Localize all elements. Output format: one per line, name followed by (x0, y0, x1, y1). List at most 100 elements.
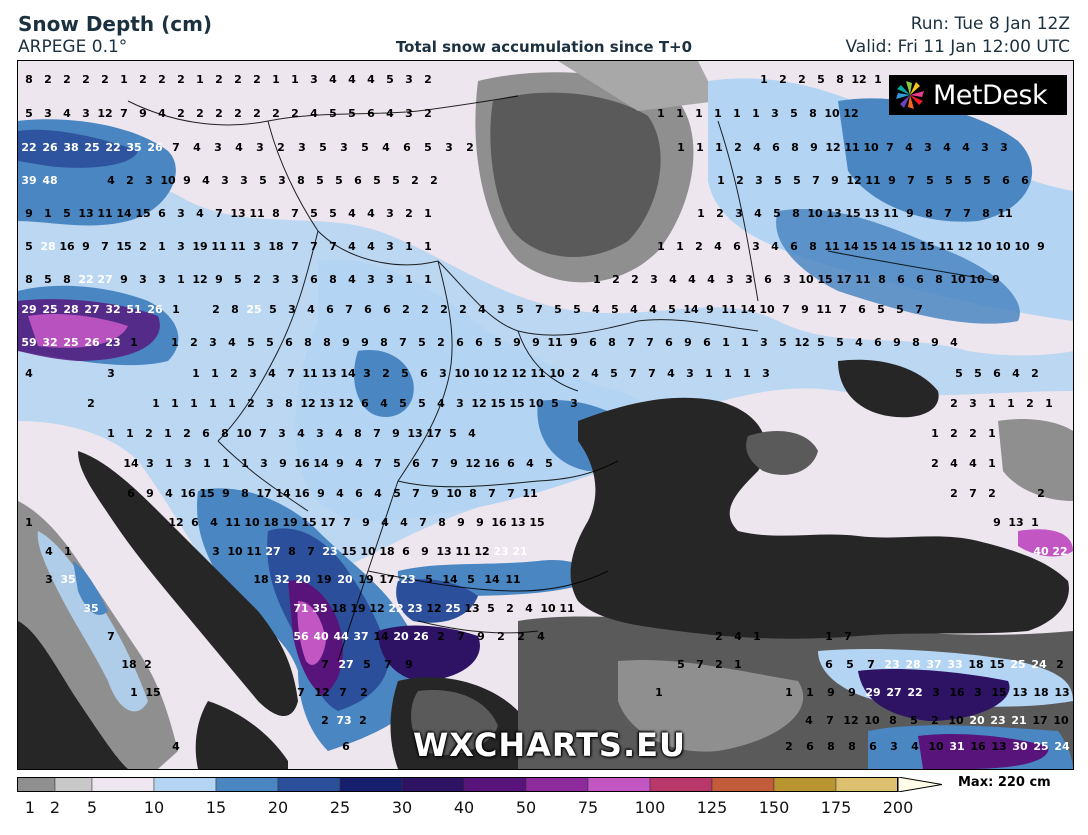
grid-value-label: 3 (266, 397, 274, 410)
grid-value-label: 10 (454, 367, 470, 380)
grid-value-label: 10 (236, 427, 252, 440)
grid-value-label: 3 (177, 240, 185, 253)
alps-extreme-zone (28, 314, 128, 348)
grid-value-label: 3 (316, 427, 324, 440)
grid-value-label: 15 (900, 240, 915, 253)
grid-value-label: 11 (211, 240, 226, 253)
chart-subtitle: Total snow accumulation since T+0 (395, 38, 693, 56)
grid-value-label: 15 (919, 240, 934, 253)
grid-value-label: 1 (1007, 397, 1015, 410)
grid-value-label: 2 (87, 397, 95, 410)
grid-value-label: 25 (84, 141, 99, 154)
legend-swatch (711, 777, 775, 792)
grid-value-label: 3 (310, 73, 318, 86)
snow-depth-map[interactable]: 8 2 2 2 2 1 2 2 2 1 2 2 2 1 1 3 4 4 4 5 3 2 1 2 2 5 8 12 1 5 3 4 3 12 7 9 4 2… (17, 60, 1074, 770)
grid-value-label: 15 (817, 273, 832, 286)
grid-value-label: 27 (338, 658, 353, 671)
grid-value-label: 2 (785, 740, 793, 753)
grid-value-label: 59 (21, 336, 36, 349)
grid-value-label: 16 (294, 457, 310, 470)
grid-value-label: 3 (932, 686, 940, 699)
grid-value-label: 2 (430, 174, 438, 187)
grid-value-label: 3 (340, 141, 348, 154)
grid-value-label: 20 (337, 573, 353, 586)
model-name: ARPEGE 0.1° (18, 37, 128, 57)
grid-value-label: 11 (249, 207, 264, 220)
grid-value-label: 13 (78, 207, 93, 220)
grid-value-label: 24 (1031, 658, 1047, 671)
grid-value-label: 1 (657, 107, 665, 120)
grid-value-label: 1 (25, 516, 33, 529)
grid-value-label: 4 (367, 240, 375, 253)
grid-value-label: 2 (405, 207, 413, 220)
grid-value-label: 2 (931, 457, 939, 470)
grid-value-label: 3 (686, 367, 694, 380)
grid-value-label: 7 (343, 516, 351, 529)
lowland-dark-zone (490, 92, 661, 258)
grid-value-label: 9 (183, 174, 191, 187)
grid-value-label: 1 (715, 141, 723, 154)
grid-value-label: 12 (843, 714, 858, 727)
grid-value-label: 2 (360, 686, 368, 699)
grid-value-label: 1 (733, 107, 741, 120)
grid-value-label: 25 (1010, 658, 1025, 671)
grid-value-label: 5 (348, 107, 356, 120)
grid-value-label: 12 (846, 174, 861, 187)
grid-value-label: 27 (265, 545, 280, 558)
grid-value-label: 12 (426, 602, 441, 615)
grid-value-label: 8 (25, 273, 33, 286)
legend-tick-label: 175 (820, 798, 852, 817)
grid-value-label: 12 (300, 397, 315, 410)
grid-value-label: 2 (101, 73, 109, 86)
black-sea (570, 397, 1069, 639)
legend-tick-label: 150 (758, 798, 790, 817)
grid-value-label: 13 (407, 427, 422, 440)
grid-value-label: 1 (424, 273, 432, 286)
grid-value-label: 9 (906, 207, 914, 220)
grid-value-label: 2 (1026, 397, 1034, 410)
grid-value-label: 5 (373, 174, 381, 187)
grid-value-label: 19 (316, 573, 331, 586)
grid-value-label: 7 (826, 714, 834, 727)
metdesk-logo-text: MetDesk (933, 79, 1048, 111)
grid-value-label: 1 (657, 240, 665, 253)
color-legend (17, 777, 942, 792)
grid-value-label: 8 (380, 336, 388, 349)
grid-value-label: 5 (774, 174, 782, 187)
grid-value-label: 7 (431, 457, 439, 470)
legend-swatch (17, 777, 56, 792)
grid-value-label: 22 (78, 273, 93, 286)
grid-value-label: 37 (353, 630, 368, 643)
snow-mid-zone-center (354, 350, 414, 417)
grid-value-label: 7 (215, 207, 223, 220)
legend-tick-label: 50 (515, 798, 537, 817)
grid-value-label: 2 (695, 240, 703, 253)
grid-value-label: 35 (312, 602, 327, 615)
grid-value-label: 18 (263, 516, 278, 529)
grid-value-label: 4 (753, 141, 761, 154)
grid-value-label: 6 (364, 303, 372, 316)
grid-value-label: 2 (459, 303, 467, 316)
snow-mid-zone-e (776, 209, 1020, 324)
grid-value-label: 9 (801, 303, 809, 316)
grid-value-label: 25 (1033, 740, 1048, 753)
grid-value-label: 4 (193, 141, 201, 154)
grid-value-label: 5 (319, 141, 327, 154)
grid-value-label: 6 (874, 336, 882, 349)
grid-value-label: 15 (490, 397, 505, 410)
grid-value-label: 7 (101, 240, 109, 253)
grid-value-label: 4 (63, 107, 71, 120)
grid-value-label: 4 (754, 207, 762, 220)
grid-value-label: 9 (477, 630, 485, 643)
grid-value-label: 11 (559, 602, 574, 615)
grid-value-label: 7 (291, 240, 299, 253)
grid-value-label: 3 (249, 367, 257, 380)
legend-swatch (54, 777, 93, 792)
grid-value-label: 3 (386, 273, 394, 286)
grid-value-label: 15 (845, 207, 860, 220)
grid-value-label: 6 (703, 336, 711, 349)
anatolia-light-grey (618, 660, 804, 752)
alps-north-deep (18, 129, 138, 168)
grid-value-label: 23 (322, 545, 337, 558)
adriatic-sea (78, 451, 298, 716)
